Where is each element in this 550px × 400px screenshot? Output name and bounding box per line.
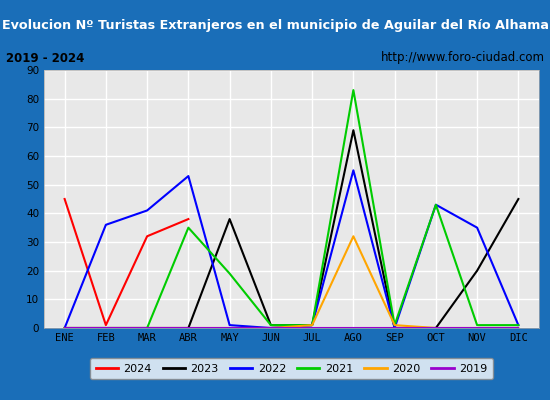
- Text: 2019 - 2024: 2019 - 2024: [6, 52, 84, 64]
- Text: http://www.foro-ciudad.com: http://www.foro-ciudad.com: [381, 52, 544, 64]
- Text: Evolucion Nº Turistas Extranjeros en el municipio de Aguilar del Río Alhama: Evolucion Nº Turistas Extranjeros en el …: [2, 18, 548, 32]
- Legend: 2024, 2023, 2022, 2021, 2020, 2019: 2024, 2023, 2022, 2021, 2020, 2019: [90, 358, 493, 379]
